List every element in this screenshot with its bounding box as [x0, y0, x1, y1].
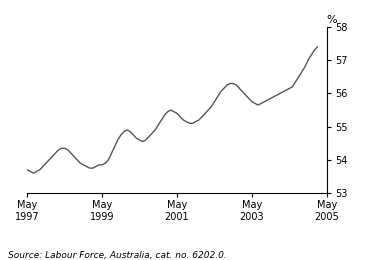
Text: Source: Labour Force, Australia, cat. no. 6202.0.: Source: Labour Force, Australia, cat. no… — [8, 251, 226, 260]
Text: %: % — [327, 15, 337, 25]
